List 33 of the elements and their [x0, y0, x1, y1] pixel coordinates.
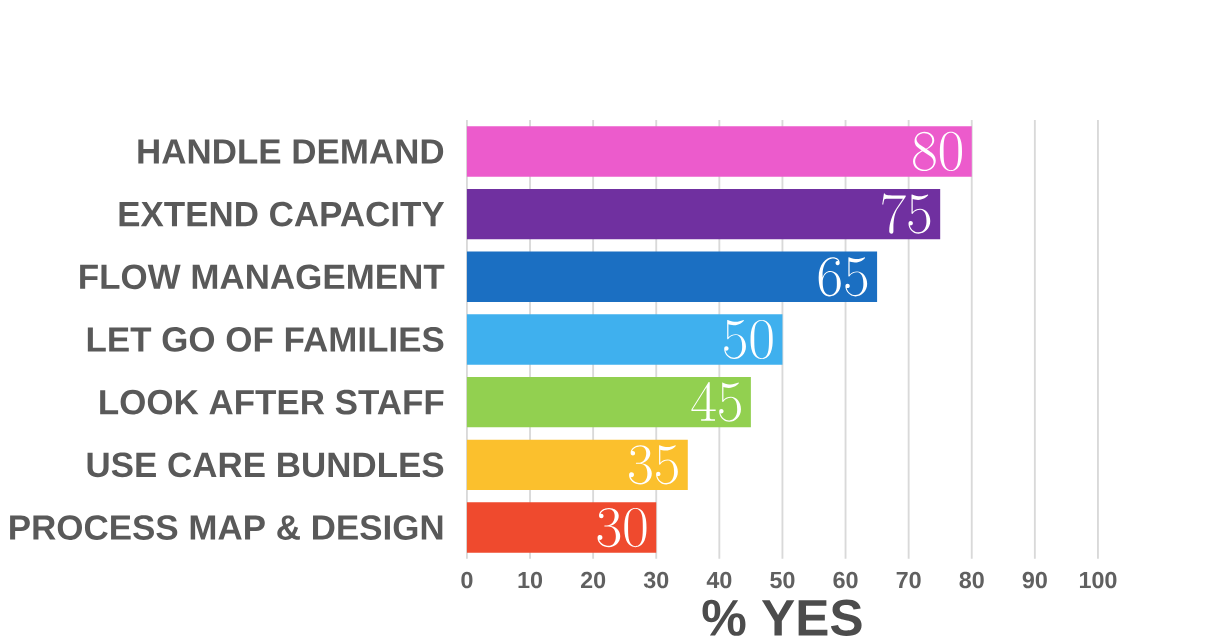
x-tick-label: 50 [770, 571, 795, 589]
y-tick-label: USE CARE BUNDLES [87, 452, 444, 478]
bar [466, 126, 972, 177]
data-label: 30 [597, 508, 647, 548]
y-tick-label: LOOK AFTER STAFF [100, 389, 444, 415]
y-tick-label: HANDLE DEMAND [138, 139, 444, 164]
x-axis-title: % YES [702, 599, 862, 637]
bar [466, 377, 751, 428]
data-label: 50 [724, 320, 773, 360]
bar [466, 189, 941, 240]
x-tick-label: 100 [1079, 571, 1117, 589]
y-tick-label: EXTEND CAPACITY [119, 201, 445, 227]
x-tick-label: 80 [959, 571, 984, 589]
y-tick-label: PROCESS MAP & DESIGN [10, 515, 443, 541]
x-tick-label: 70 [896, 571, 921, 589]
data-label: 65 [818, 257, 868, 297]
data-label: 45 [691, 382, 741, 422]
bar [466, 314, 783, 365]
y-tick-label: FLOW MANAGEMENT [80, 264, 445, 290]
x-tick-label: 30 [643, 571, 669, 589]
x-tick-label: 10 [518, 571, 543, 589]
data-label: 35 [629, 445, 678, 485]
y-tick-label: LET GO OF FAMILIES [87, 327, 444, 353]
x-tick-label: 20 [580, 571, 606, 589]
x-tick-label: 40 [706, 571, 732, 589]
data-label: 75 [882, 193, 931, 234]
bar [466, 502, 657, 553]
x-tick-label: 60 [833, 571, 858, 589]
bar [466, 251, 878, 303]
bar [466, 439, 688, 491]
data-label: 80 [913, 132, 963, 172]
x-tick-label: 0 [461, 571, 473, 589]
x-tick-label: 90 [1022, 571, 1047, 589]
